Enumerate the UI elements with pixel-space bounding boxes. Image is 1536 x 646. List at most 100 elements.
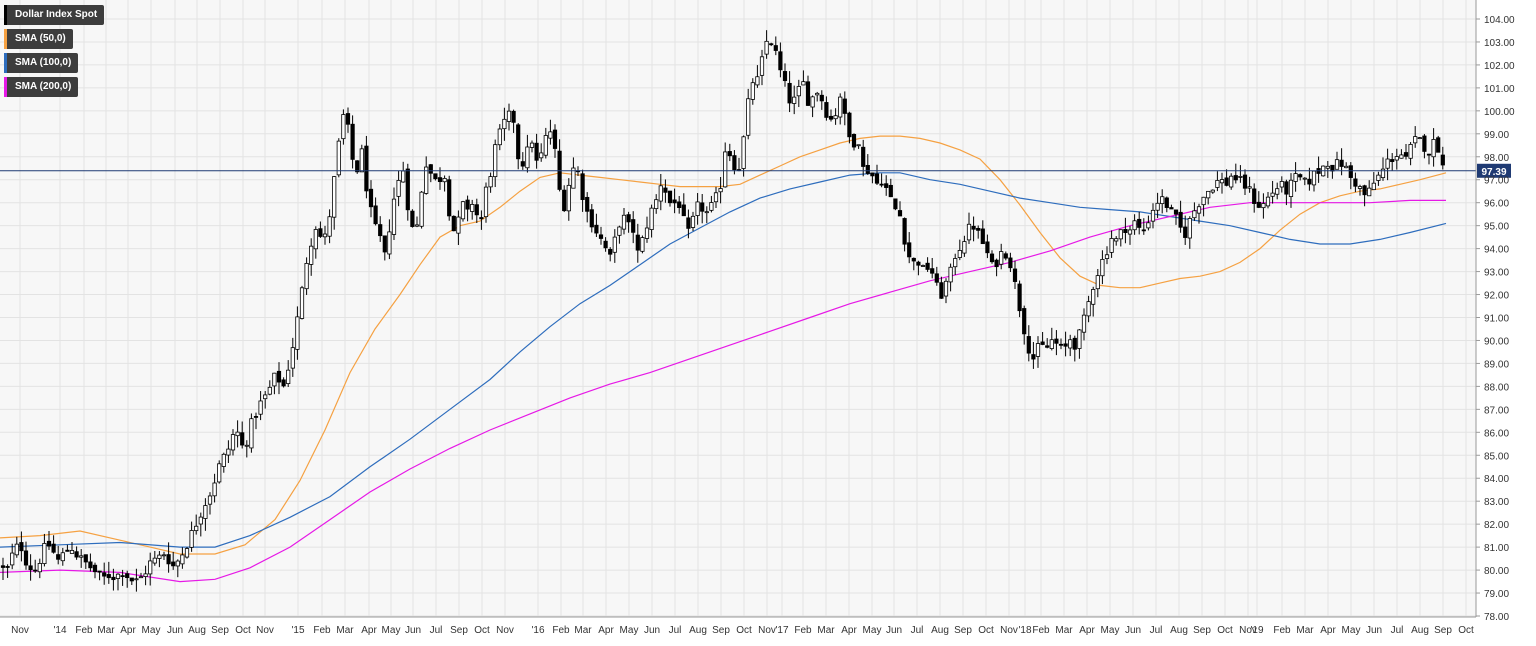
x-axis: Nov '14 Feb Mar Apr May Jun Aug Sep Oct Nov '15 Feb M…: [0, 616, 1476, 636]
legend-item-price[interactable]: Dollar Index Spot: [4, 5, 105, 25]
candle-body: [787, 82, 792, 104]
candle-body: [713, 192, 719, 203]
candle-body: [405, 168, 410, 211]
y-tick-label: 93.00: [1484, 268, 1509, 279]
candle-body: [217, 463, 222, 483]
y-tick-label: 85.00: [1484, 451, 1509, 462]
candle-body: [1123, 228, 1128, 233]
candle-body: [28, 565, 33, 571]
candle-body: [709, 202, 714, 211]
candle-body: [888, 184, 893, 198]
candle-body: [838, 96, 843, 118]
candle-body: [902, 218, 907, 245]
x-tick-label: Nov: [256, 625, 274, 636]
candle-body: [1058, 343, 1064, 346]
candle-body: [962, 241, 967, 254]
x-tick-label: Feb: [1032, 625, 1050, 636]
x-tick-label: Apr: [1079, 625, 1095, 636]
candle-body: [773, 45, 778, 51]
candle-body: [125, 573, 130, 579]
candle-body: [1196, 206, 1202, 214]
candle-body: [1109, 238, 1114, 253]
x-tick-label: May: [1342, 625, 1361, 636]
last-value-layer: 97.39: [0, 163, 1511, 178]
candle-body: [65, 549, 70, 552]
candle-body: [534, 142, 539, 161]
candle-body: [769, 43, 774, 46]
x-tick-label: Mar: [97, 625, 115, 636]
x-tick-label: Nov: [496, 625, 514, 636]
candle-body: [681, 204, 686, 217]
candle-body: [1187, 218, 1192, 239]
candle-body: [1325, 165, 1330, 169]
candle-body: [46, 540, 52, 547]
candle-body: [520, 161, 525, 167]
legend-item-sma50[interactable]: SMA (50,0): [4, 29, 73, 49]
x-tick-label: May: [142, 625, 161, 636]
candle-body: [796, 86, 801, 97]
y-tick-label: 94.00: [1484, 245, 1509, 256]
candle-body: [1413, 136, 1418, 144]
candle-body: [166, 554, 171, 565]
candle-body: [1104, 254, 1110, 259]
candle-body: [1068, 339, 1073, 349]
candle-body: [870, 172, 875, 177]
candle-body: [447, 179, 452, 217]
candle-body: [893, 198, 898, 210]
candle-body: [488, 176, 493, 188]
candle-body: [539, 152, 544, 159]
candle-body: [1008, 257, 1013, 269]
candle-body: [1357, 186, 1363, 189]
candle-body: [451, 215, 456, 232]
candle-body: [1035, 343, 1041, 357]
candle-body: [1086, 301, 1091, 317]
x-tick-label: Jun: [1366, 625, 1382, 636]
candle-body: [1045, 345, 1050, 348]
legend-item-sma200[interactable]: SMA (200,0): [4, 77, 79, 97]
candle-body: [1224, 177, 1229, 186]
candle-body: [138, 576, 144, 579]
y-tick-label: 103.00: [1484, 38, 1515, 49]
candle-body: [644, 227, 650, 239]
candle-body: [396, 180, 401, 197]
x-tick-label: Jun: [1125, 625, 1141, 636]
candle-body: [759, 56, 765, 76]
candle-body: [221, 453, 226, 467]
x-tick-label: Feb: [552, 625, 570, 636]
candle-body: [631, 219, 636, 233]
legend-label-sma50: SMA (50,0): [15, 33, 66, 44]
x-tick-label: Apr: [1320, 625, 1336, 636]
x-tick-label: '16: [531, 625, 544, 636]
candle-body: [879, 183, 884, 186]
y-tick-label: 101.00: [1484, 84, 1515, 95]
candle-body: [801, 81, 806, 86]
candle-body: [207, 495, 213, 505]
candle-body: [148, 560, 153, 575]
candle-body: [1114, 238, 1119, 242]
candle-body: [1183, 226, 1188, 238]
candle-body: [989, 253, 995, 263]
candle-body: [5, 566, 10, 568]
candle-body: [37, 563, 42, 573]
y-tick-label: 88.00: [1484, 382, 1509, 393]
candle-body: [497, 128, 502, 146]
candle-body: [161, 554, 167, 557]
candle-body: [355, 160, 360, 173]
candle-body: [700, 202, 705, 212]
candle-body: [368, 188, 374, 208]
legend-item-sma100[interactable]: SMA (100,0): [4, 53, 79, 73]
x-tick-label: Oct: [1458, 625, 1474, 636]
candle-body: [79, 555, 84, 558]
candle-body: [598, 234, 604, 239]
candle-body: [1403, 152, 1409, 157]
candle-body: [585, 196, 590, 212]
candle-body: [226, 448, 231, 456]
candle-body: [511, 110, 516, 123]
y-tick-label: 80.00: [1484, 566, 1509, 577]
candle-body: [0, 565, 6, 568]
candle-body: [322, 233, 328, 238]
y-tick-label: 89.00: [1484, 359, 1509, 370]
candle-body: [56, 554, 61, 560]
candle-body: [299, 287, 305, 319]
candle-body: [1422, 135, 1427, 152]
